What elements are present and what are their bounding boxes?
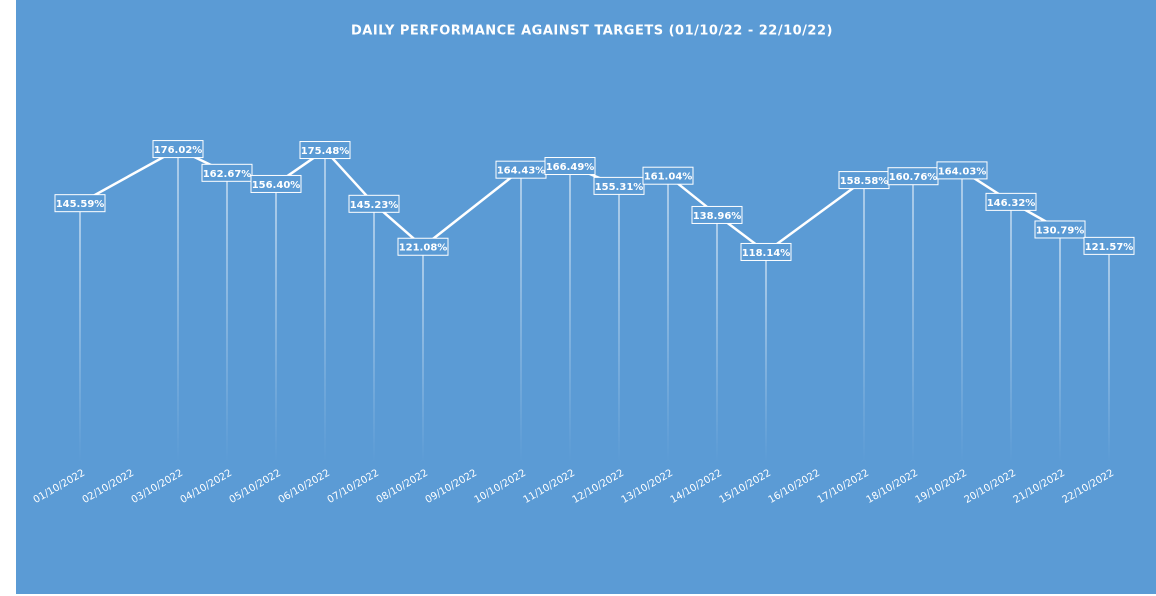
- drop-line: [912, 176, 914, 462]
- data-label: 164.03%: [936, 161, 988, 180]
- drop-line: [373, 203, 375, 462]
- drop-line: [275, 183, 277, 462]
- drop-line: [177, 149, 179, 462]
- data-label: 130.79%: [1034, 220, 1086, 239]
- data-label: 176.02%: [152, 140, 204, 159]
- data-label-box: [1034, 220, 1086, 239]
- drop-line: [569, 166, 571, 463]
- data-label: 166.49%: [544, 157, 596, 176]
- data-label: 121.08%: [397, 237, 449, 256]
- data-label: 175.48%: [299, 141, 351, 160]
- data-label-text: 130.79%: [1036, 225, 1085, 236]
- drop-line: [226, 172, 228, 462]
- data-label-box: [299, 141, 351, 160]
- drop-line: [618, 185, 620, 463]
- data-label: 145.59%: [54, 194, 106, 213]
- data-label-text: 146.32%: [987, 198, 1036, 209]
- data-label: 138.96%: [691, 205, 743, 224]
- chart-title: DAILY PERFORMANCE AGAINST TARGETS (01/10…: [351, 24, 833, 39]
- data-label-box: [152, 140, 204, 159]
- data-label-box: [740, 242, 792, 261]
- data-label-text: 158.58%: [840, 176, 889, 187]
- data-label-text: 175.48%: [301, 146, 350, 157]
- data-label-box: [397, 237, 449, 256]
- drop-line: [667, 175, 669, 462]
- data-label-box: [348, 194, 400, 213]
- data-label-box: [250, 174, 302, 193]
- drop-line: [1059, 229, 1061, 462]
- data-label-box: [642, 166, 694, 185]
- drop-line: [324, 150, 326, 462]
- drop-line: [1010, 201, 1012, 462]
- data-label-text: 164.43%: [497, 166, 546, 177]
- data-label: 146.32%: [985, 192, 1037, 211]
- data-label: 161.04%: [642, 166, 694, 185]
- data-label-box: [691, 205, 743, 224]
- data-label: 145.23%: [348, 194, 400, 213]
- data-label: 160.76%: [887, 167, 939, 186]
- data-label-box: [936, 161, 988, 180]
- data-label-text: 164.03%: [938, 166, 987, 177]
- data-label-text: 176.02%: [154, 145, 203, 156]
- data-label-text: 121.08%: [399, 243, 448, 254]
- data-label: 162.67%: [201, 163, 253, 182]
- data-label: 156.40%: [250, 174, 302, 193]
- data-label-box: [201, 163, 253, 182]
- data-label-text: 121.57%: [1085, 242, 1134, 253]
- data-label: 158.58%: [838, 171, 890, 190]
- drop-line: [520, 169, 522, 462]
- drop-line: [765, 251, 767, 462]
- data-label-text: 160.76%: [889, 172, 938, 183]
- data-label-text: 145.23%: [350, 200, 399, 211]
- data-label-text: 118.14%: [742, 248, 791, 259]
- drop-line: [716, 214, 718, 462]
- data-label: 164.43%: [495, 160, 547, 179]
- drop-line: [79, 203, 81, 462]
- data-label-text: 145.59%: [56, 199, 105, 210]
- data-label-text: 161.04%: [644, 172, 693, 183]
- data-label-box: [54, 194, 106, 213]
- data-label: 155.31%: [593, 176, 645, 195]
- drop-line: [422, 246, 424, 462]
- data-label-box: [1083, 236, 1135, 255]
- data-label-box: [593, 176, 645, 195]
- data-label-text: 138.96%: [693, 211, 742, 222]
- drop-line: [1108, 245, 1110, 462]
- data-label-text: 155.31%: [595, 182, 644, 193]
- data-label: 118.14%: [740, 242, 792, 261]
- data-label-text: 156.40%: [252, 180, 301, 191]
- data-label-box: [985, 192, 1037, 211]
- drop-line: [863, 180, 865, 462]
- data-label: 121.57%: [1083, 236, 1135, 255]
- drop-line: [961, 170, 963, 462]
- data-label-text: 166.49%: [546, 162, 595, 173]
- chart-background: [16, 0, 1156, 594]
- data-label-text: 162.67%: [203, 169, 252, 180]
- data-label-box: [544, 157, 596, 176]
